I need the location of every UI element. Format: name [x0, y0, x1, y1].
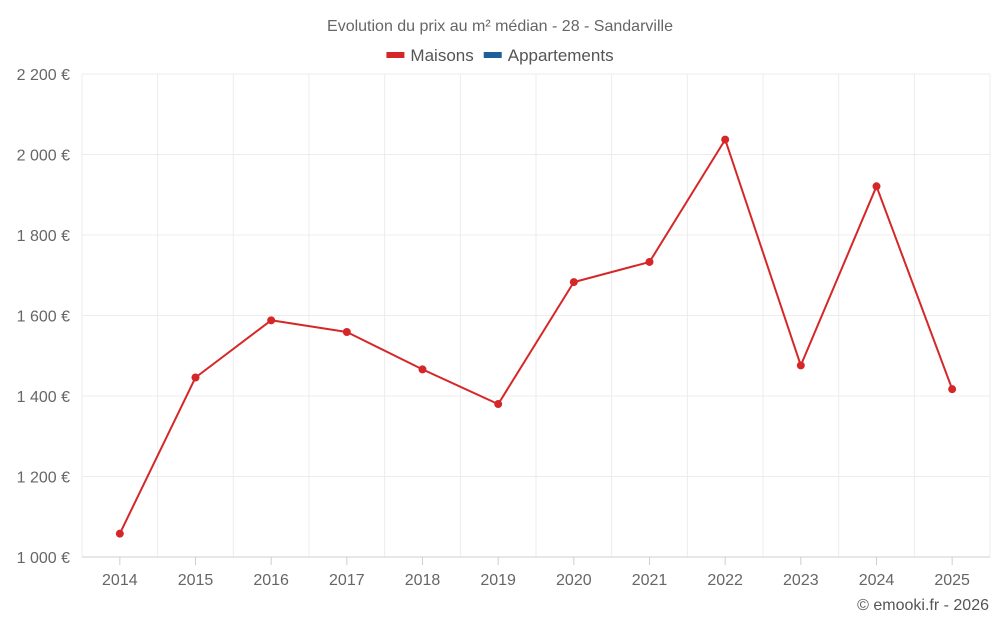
- legend-item[interactable]: Maisons: [386, 46, 474, 65]
- legend-swatch: [386, 52, 405, 58]
- data-point[interactable]: [342, 328, 351, 337]
- y-tick-label: 1 400 €: [17, 389, 70, 406]
- data-point[interactable]: [569, 278, 578, 287]
- x-tick-label: 2016: [253, 572, 289, 589]
- y-tick-label: 2 000 €: [17, 148, 70, 165]
- y-axis: 1 000 € 1 200 € 1 400 € 1 600 € 1 800 € 2 000…: [17, 67, 70, 567]
- data-point[interactable]: [267, 316, 276, 325]
- grid: [81, 73, 991, 558]
- legend-item[interactable]: Appartements: [483, 46, 614, 65]
- data-point[interactable]: [115, 529, 124, 538]
- credit-text: © emooki.fr - 2026: [857, 597, 989, 614]
- y-tick-label: 1 800 €: [17, 228, 70, 245]
- series-layer: [115, 135, 957, 538]
- data-point[interactable]: [418, 365, 427, 374]
- x-tick-label: 2023: [783, 572, 819, 589]
- x-tick-label: 2018: [405, 572, 441, 589]
- y-tick-label: 1 600 €: [17, 309, 70, 326]
- x-axis: 2014 2015 2016 2017 2018 2019 2020 2021 2022 2023…: [102, 557, 970, 589]
- legend: Maisons Appartements: [386, 46, 614, 65]
- x-tick-label: 2017: [329, 572, 365, 589]
- series-line: [118, 138, 954, 535]
- data-point[interactable]: [721, 135, 730, 144]
- x-tick-label: 2024: [859, 572, 895, 589]
- x-tick-label: 2022: [707, 572, 743, 589]
- x-tick-label: 2021: [632, 572, 668, 589]
- x-tick-label: 2014: [102, 572, 138, 589]
- chart-title: Evolution du prix au m² médian - 28 - Sa…: [327, 18, 673, 35]
- legend-label: Maisons: [410, 46, 473, 65]
- x-tick-label: 2015: [178, 572, 214, 589]
- y-tick-label: 1 200 €: [17, 470, 70, 487]
- data-point[interactable]: [948, 385, 957, 394]
- legend-label: Appartements: [508, 46, 614, 65]
- y-tick-label: 2 200 €: [17, 67, 70, 84]
- data-point[interactable]: [872, 182, 881, 191]
- data-point[interactable]: [796, 361, 805, 370]
- x-tick-label: 2025: [934, 572, 970, 589]
- y-tick-label: 1 000 €: [17, 550, 70, 567]
- data-point[interactable]: [191, 373, 200, 382]
- data-point[interactable]: [645, 257, 654, 266]
- data-point[interactable]: [494, 400, 503, 409]
- x-tick-label: 2019: [480, 572, 516, 589]
- x-tick-label: 2020: [556, 572, 592, 589]
- legend-swatch: [483, 52, 502, 58]
